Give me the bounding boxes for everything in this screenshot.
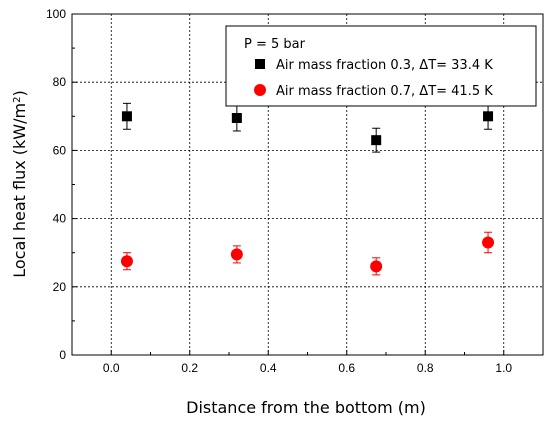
- data-point-square: [483, 111, 494, 122]
- x-tick-label: 0.8: [417, 361, 434, 375]
- y-tick-label: 60: [53, 143, 67, 157]
- legend-marker-square: [255, 59, 265, 69]
- y-tick-label: 80: [53, 75, 67, 89]
- y-axis-title-sup: 2: [12, 97, 23, 103]
- y-tick-label: 0: [59, 348, 66, 362]
- legend-marker-circle: [254, 84, 266, 96]
- y-axis-title-tail: ): [10, 90, 29, 96]
- data-point-square: [371, 135, 382, 146]
- x-axis-title: Distance from the bottom (m): [186, 398, 426, 417]
- data-point-square: [231, 113, 242, 124]
- data-point-circle: [230, 248, 243, 261]
- y-axis-title-main: Local heat flux (kW/m: [10, 103, 29, 278]
- data-point-circle: [370, 260, 383, 273]
- plot-frame: [71, 13, 544, 356]
- x-tick-label: 1.0: [495, 361, 512, 375]
- legend-header: P = 5 bar: [244, 37, 306, 52]
- y-tick-label: 100: [46, 7, 66, 21]
- y-axis-title: Local heat flux (kW/m2): [10, 90, 29, 277]
- legend-label-series-1: Air mass fraction 0.3, ΔT= 33.4 K: [276, 58, 493, 73]
- x-tick-label: 0.2: [181, 361, 198, 375]
- legend-box: [225, 25, 537, 107]
- y-tick-label: 40: [53, 212, 67, 226]
- x-tick-label: 0.0: [103, 361, 120, 375]
- ticks-layer: 0.0 0.2 0.4 0.6 0.8 1.0 0 20 40 60 80 100: [46, 7, 544, 375]
- x-tick-label: 0.6: [338, 361, 355, 375]
- data-point-square: [121, 111, 132, 122]
- x-tick-label: 0.4: [260, 361, 277, 375]
- series-layer: [120, 102, 495, 276]
- data-point-circle: [120, 255, 133, 268]
- y-tick-label: 20: [53, 280, 67, 294]
- legend: P = 5 bar Air mass fraction 0.3, ΔT= 33.…: [225, 25, 537, 107]
- data-point-circle: [482, 236, 495, 249]
- legend-label-series-2: Air mass fraction 0.7, ΔT= 41.5 K: [276, 84, 493, 99]
